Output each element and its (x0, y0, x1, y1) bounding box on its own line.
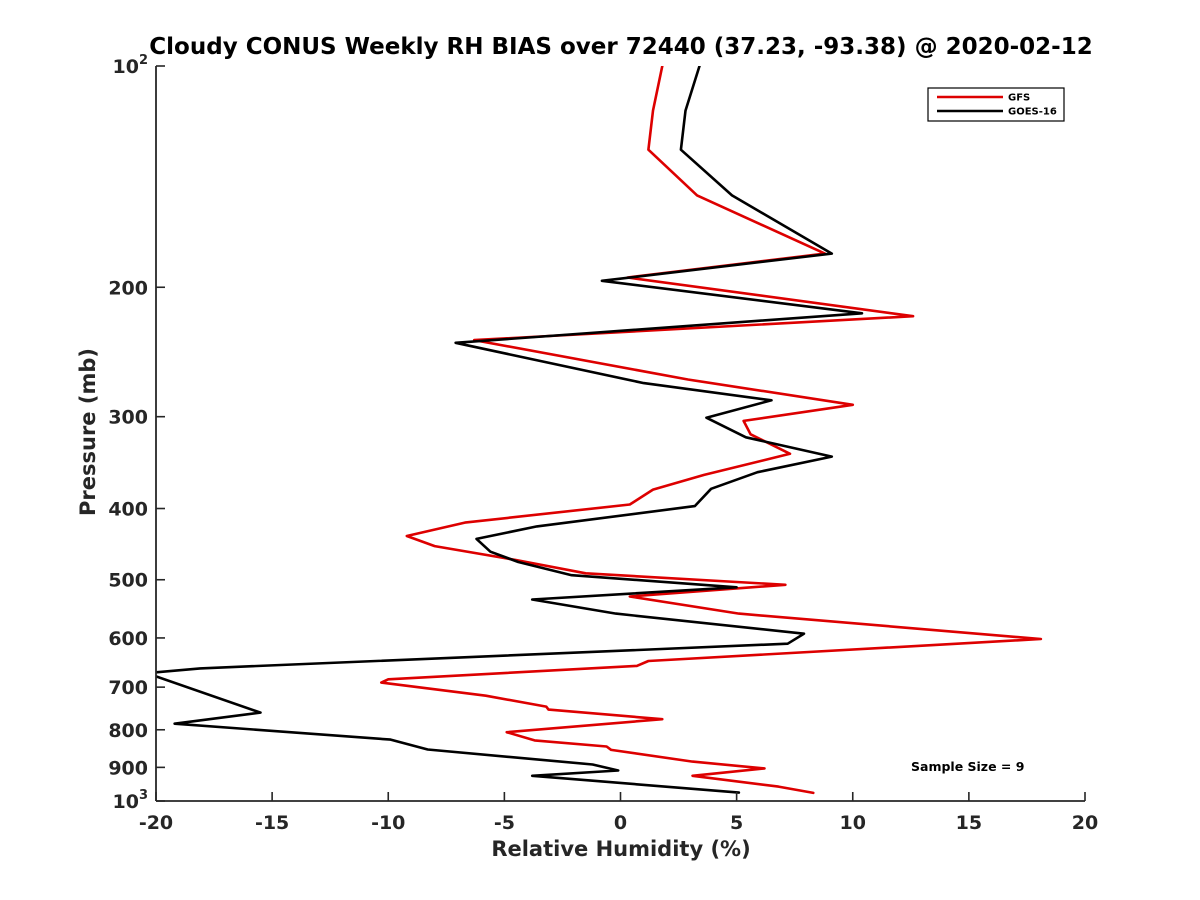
x-tick-label: -5 (494, 812, 515, 834)
y-axis-label: Pressure (mb) (76, 348, 100, 516)
y-tick-label: 500 (108, 570, 148, 592)
x-tick-label: 15 (956, 812, 982, 834)
x-tick-label: -20 (139, 812, 173, 834)
y-tick-label: 400 (108, 499, 148, 521)
legend-box (927, 87, 1065, 122)
chart-title: Cloudy CONUS Weekly RH BIAS over 72440 (… (149, 34, 1092, 60)
x-axis-label: Relative Humidity (%) (491, 837, 750, 861)
y-tick-label: 102 (113, 53, 149, 78)
x-tick-label: -15 (255, 812, 289, 834)
legend: GFS GOES-16 (927, 87, 1065, 122)
x-tick-label: -10 (371, 812, 405, 834)
legend-label-gfs: GFS (1008, 93, 1030, 104)
legend-label-goes16: GOES-16 (1008, 107, 1057, 118)
y-tick-label: 700 (108, 677, 148, 699)
x-tick-labels: -20 -15 -10 -5 0 5 10 15 20 (139, 812, 1098, 834)
y-tick-label: 900 (108, 757, 148, 779)
y-tick-labels: 102 200 300 400 500 600 700 800 900 103 (108, 53, 148, 813)
axes-layer (155, 65, 1086, 802)
series-layer (156, 66, 1043, 795)
y-tick-label: 800 (108, 720, 148, 742)
x-tick-label: 5 (730, 812, 743, 834)
sample-size-annotation: Sample Size = 9 (911, 759, 1024, 774)
series-line-gfs (379, 66, 1043, 795)
x-tick-label: 20 (1072, 812, 1098, 834)
x-tick-label: 10 (840, 812, 866, 834)
y-tick-label: 300 (108, 407, 148, 429)
y-tick-label: 600 (108, 628, 148, 650)
series-line-goes16 (156, 66, 864, 794)
x-tick-label: 0 (614, 812, 627, 834)
y-tick-label: 200 (108, 277, 148, 299)
y-tick-label: 103 (113, 788, 149, 813)
